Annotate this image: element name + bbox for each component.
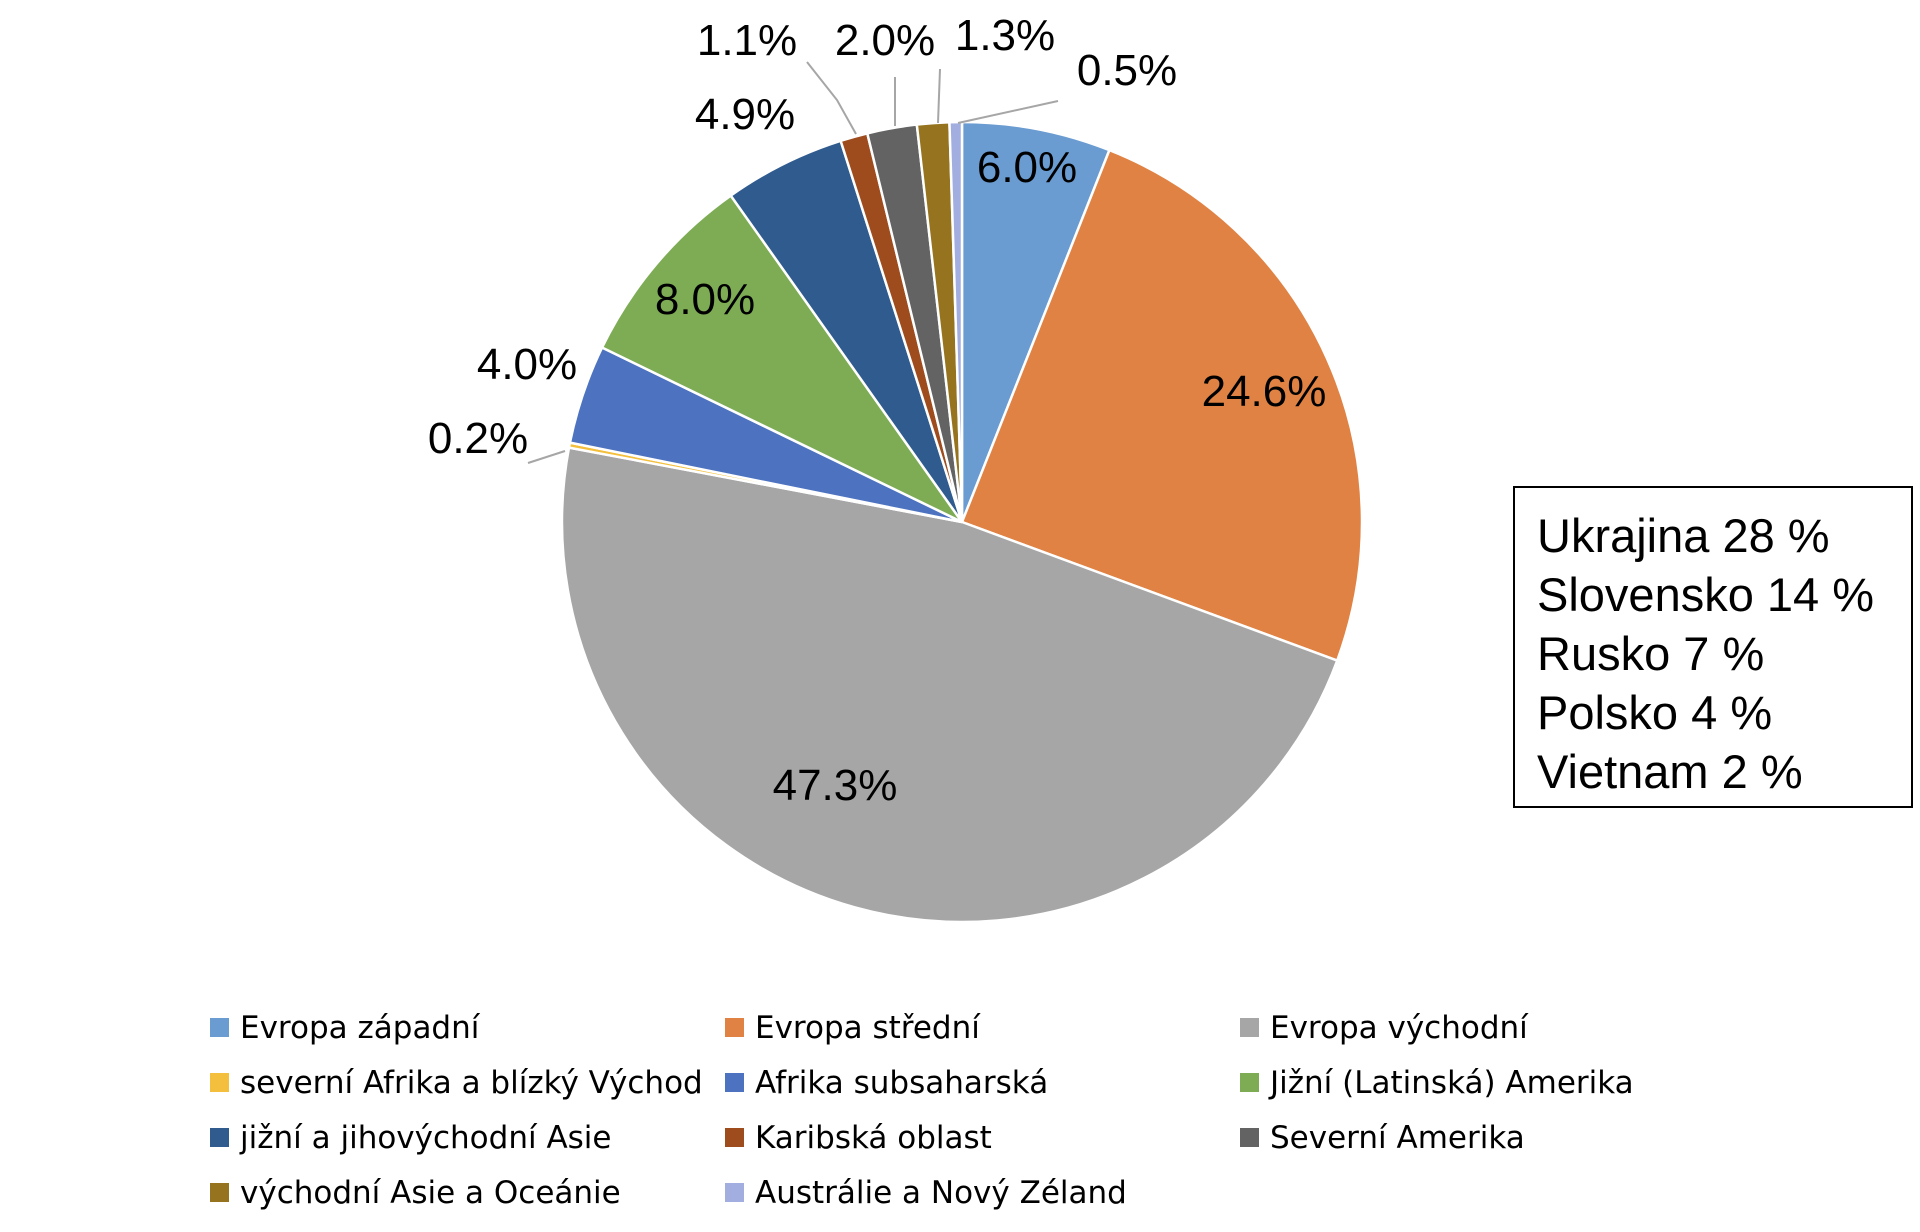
- legend-swatch: [725, 1073, 744, 1092]
- data-label-evropa-vychodni: 47.3%: [773, 761, 898, 810]
- legend-item-karibska-oblast: Karibská oblast: [725, 1115, 1240, 1160]
- legend-item-severni-amerika: Severní Amerika: [1240, 1115, 1730, 1160]
- leader-line-australie-a-novy-zeland: [957, 100, 1059, 124]
- legend-item-australie: Austrálie a Nový Zéland: [725, 1170, 1240, 1215]
- legend-item-severni-afrika: severní Afrika a blízký Východ: [210, 1060, 725, 1105]
- legend-swatch: [1240, 1073, 1259, 1092]
- info-line-ukrajina: Ukrajina 28 %: [1537, 509, 1830, 562]
- data-label-evropa-zapadni: 6.0%: [977, 143, 1077, 192]
- legend-label: východní Asie a Oceánie: [240, 1174, 621, 1211]
- legend-swatch: [210, 1073, 229, 1092]
- legend-swatch: [210, 1128, 229, 1147]
- legend-item-jizni-asie: jižní a jihovýchodní Asie: [210, 1115, 725, 1160]
- legend-label: Austrálie a Nový Zéland: [755, 1174, 1127, 1211]
- legend-label: severní Afrika a blízký Východ: [240, 1064, 703, 1101]
- pie-slice-evropa-zapadni: [960, 120, 1112, 523]
- legend-swatch: [210, 1018, 229, 1037]
- legend-swatch: [1240, 1128, 1259, 1147]
- data-label-evropa-stredni: 24.6%: [1202, 367, 1327, 416]
- info-line-slovensko: Slovensko 14 %: [1537, 568, 1875, 621]
- info-line-rusko: Rusko 7 %: [1537, 627, 1765, 680]
- data-label-jizni-a-jihovychodni-asie: 4.9%: [695, 90, 795, 139]
- pie-slice-jizni-latinska-amerika: [600, 193, 964, 524]
- legend-label: Evropa střední: [755, 1009, 980, 1046]
- top-countries-box: Ukrajina 28 % Slovensko 14 % Rusko 7 % P…: [1513, 486, 1913, 808]
- legend-label: Evropa východní: [1270, 1009, 1528, 1046]
- data-label-karibska-oblast: 1.1%: [697, 16, 797, 65]
- info-line-polsko: Polsko 4 %: [1537, 686, 1773, 739]
- legend-label: Evropa západní: [240, 1009, 480, 1046]
- data-label-jizni-latinska-amerika: 8.0%: [655, 275, 755, 324]
- legend-item-jizni-amerika: Jižní (Latinská) Amerika: [1240, 1060, 1730, 1105]
- legend-swatch: [725, 1128, 744, 1147]
- legend-swatch: [725, 1018, 744, 1037]
- legend-item-evropa-stredni: Evropa střední: [725, 1005, 1240, 1050]
- leader-line-severni-afrika-a-blizky-vychod: [527, 450, 566, 464]
- data-label-severni-amerika: 2.0%: [835, 16, 935, 65]
- legend-label: jižní a jihovýchodní Asie: [240, 1119, 612, 1156]
- data-label-australie-a-novy-zeland: 0.5%: [1077, 46, 1177, 95]
- legend-item-vychodni-asie: východní Asie a Oceánie: [210, 1170, 725, 1215]
- data-label-vychodni-asie-a-oceanie: 1.3%: [955, 11, 1055, 60]
- legend-label: Jižní (Latinská) Amerika: [1270, 1064, 1634, 1101]
- chart-legend: Evropa západní Evropa střední Evropa výc…: [210, 1005, 1730, 1215]
- pie-slice-evropa-stredni: [960, 148, 1364, 663]
- info-line-vietnam: Vietnam 2 %: [1537, 745, 1803, 798]
- pie-slice-evropa-vychodni: [560, 446, 1339, 924]
- legend-swatch: [210, 1183, 229, 1202]
- legend-item-evropa-vychodni: Evropa východní: [1240, 1005, 1730, 1050]
- legend-item-afrika-subsaharska: Afrika subsaharská: [725, 1060, 1240, 1105]
- legend-swatch: [725, 1183, 744, 1202]
- data-label-severni-afrika-a-blizky-vychod: 0.2%: [428, 414, 528, 463]
- legend-label: Afrika subsaharská: [755, 1064, 1049, 1101]
- data-label-afrika-subsaharska: 4.0%: [477, 340, 577, 389]
- legend-item-evropa-zapadni: Evropa západní: [210, 1005, 725, 1050]
- legend-label: Severní Amerika: [1270, 1119, 1525, 1156]
- legend-swatch: [1240, 1018, 1259, 1037]
- legend-label: Karibská oblast: [755, 1119, 992, 1156]
- leader-line-karibska-oblast: [806, 61, 857, 135]
- leader-line-vychodni-asie-a-oceanie: [937, 68, 941, 124]
